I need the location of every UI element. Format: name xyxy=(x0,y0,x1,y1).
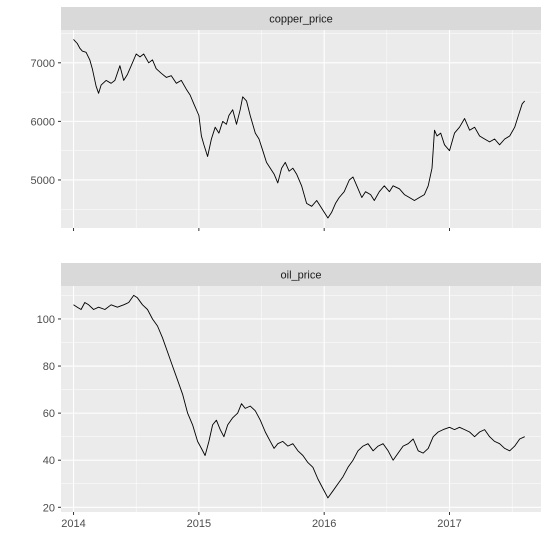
plot-panel xyxy=(61,286,541,512)
x-tick-label: 2014 xyxy=(61,518,85,530)
y-tick-label: 20 xyxy=(43,502,55,514)
y-tick-label: 40 xyxy=(43,455,55,467)
y-tick-label: 7000 xyxy=(31,58,55,70)
series-line-copper_price xyxy=(73,39,526,219)
facet-strip-label: copper_price xyxy=(269,14,333,26)
x-tick-label: 2015 xyxy=(187,518,211,530)
y-tick-label: 60 xyxy=(43,408,55,420)
facet-strip xyxy=(61,263,541,286)
facet-strip-label: oil_price xyxy=(281,270,322,282)
x-tick-label: 2016 xyxy=(312,518,336,530)
x-tick-label: 2017 xyxy=(437,518,461,530)
series-line-oil_price xyxy=(73,294,525,499)
y-tick-label: 6000 xyxy=(31,116,55,128)
x-axis: 2014 2015 2016 2017 xyxy=(61,512,462,530)
y-tick-label: 5000 xyxy=(31,175,55,187)
y-tick-label: 80 xyxy=(43,361,55,373)
facet-copper-price: copper_price 5000 6000 7000 xyxy=(31,7,541,231)
y-tick-label: 100 xyxy=(37,314,55,326)
facet-oil-price: oil_price 20 40 60 80 100 xyxy=(37,263,541,514)
facet-strip xyxy=(61,7,541,30)
